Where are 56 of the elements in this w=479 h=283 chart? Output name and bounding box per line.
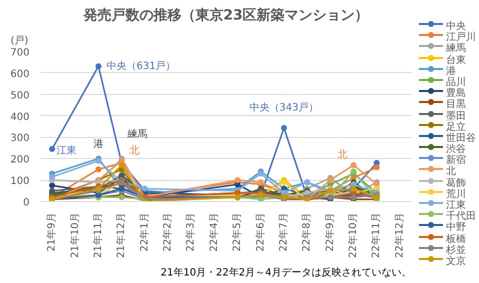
annotation: 江東	[56, 144, 76, 156]
legend-label: 豊島	[446, 88, 466, 100]
x-tick-label: 22年4月	[208, 212, 220, 252]
legend-label: 墨田	[446, 110, 466, 122]
chart-title: 発売戸数の推移（東京23区新築マンション）	[82, 6, 369, 24]
x-tick-label: 22年11月	[370, 212, 382, 258]
x-tick-label: 22年7月	[277, 212, 290, 252]
annotation: 北	[130, 144, 140, 156]
y-tick-label: 700	[10, 48, 30, 58]
legend-label: 目黒	[446, 99, 466, 110]
annotation: 中央（631戸）	[106, 60, 176, 72]
x-tick-label: 22年10月	[347, 212, 360, 258]
legend-label: 江東	[446, 200, 466, 211]
annotation: 北	[338, 148, 348, 161]
legend-label: 板橋	[446, 234, 466, 245]
legend-label: 新宿	[446, 155, 466, 166]
y-tick-label: 0	[23, 198, 30, 208]
text: 21年10月・22年2月～4月データは反映されていない。	[160, 266, 412, 278]
y-tick-label: 600	[10, 68, 30, 80]
x-tick-label: 22年1月	[138, 212, 150, 252]
x-tick-label: 22年2月	[162, 212, 174, 252]
legend-label: 足立	[446, 122, 466, 133]
legend-label: 荒川	[446, 188, 466, 200]
x-tick-label: 22年8月	[300, 212, 313, 252]
legend-label: 台東	[446, 54, 466, 66]
legend-label: 中野	[446, 222, 466, 234]
legend-label: 北	[446, 166, 456, 178]
x-tick-label: 22年9月	[324, 212, 336, 252]
y-axis-title: (戸)	[10, 36, 28, 46]
annotation: 港	[93, 138, 104, 150]
y-tick-label: 200	[10, 154, 30, 166]
annotation: 練馬	[126, 128, 148, 140]
legend-label: 世田谷	[446, 132, 476, 144]
legend-label: 杉並	[446, 244, 466, 256]
x-tick-label: 21年10月	[68, 212, 81, 258]
legend-label: 千代田	[446, 211, 476, 222]
x-tick-label: 21年9月	[46, 212, 58, 252]
legend-label: 中央	[446, 21, 466, 32]
legend-label: 葛飾	[446, 178, 466, 189]
x-tick-label: 22年6月	[254, 212, 266, 252]
legend-label: 品川	[446, 76, 466, 88]
y-tick-label: 500	[10, 90, 30, 102]
annotation: 中央（343戸）	[249, 102, 319, 114]
x-tick-label: 21年12月	[115, 212, 128, 258]
y-tick-label: 400	[10, 112, 30, 123]
x-tick-label: 22年3月	[184, 212, 197, 252]
x-tick-label: 22年5月	[231, 212, 244, 252]
legend-label: 港	[446, 66, 456, 77]
x-tick-label: 21年11月	[92, 212, 104, 258]
legend-label: 練馬	[446, 43, 466, 54]
legend-label: 江戸川	[446, 32, 476, 44]
y-tick-label: 100	[10, 176, 30, 188]
y-tick-label: 300	[10, 133, 30, 144]
legend-label: 文京	[446, 256, 466, 267]
x-tick-label: 22年12月	[393, 212, 406, 258]
legend-label: 渋谷	[446, 144, 466, 156]
